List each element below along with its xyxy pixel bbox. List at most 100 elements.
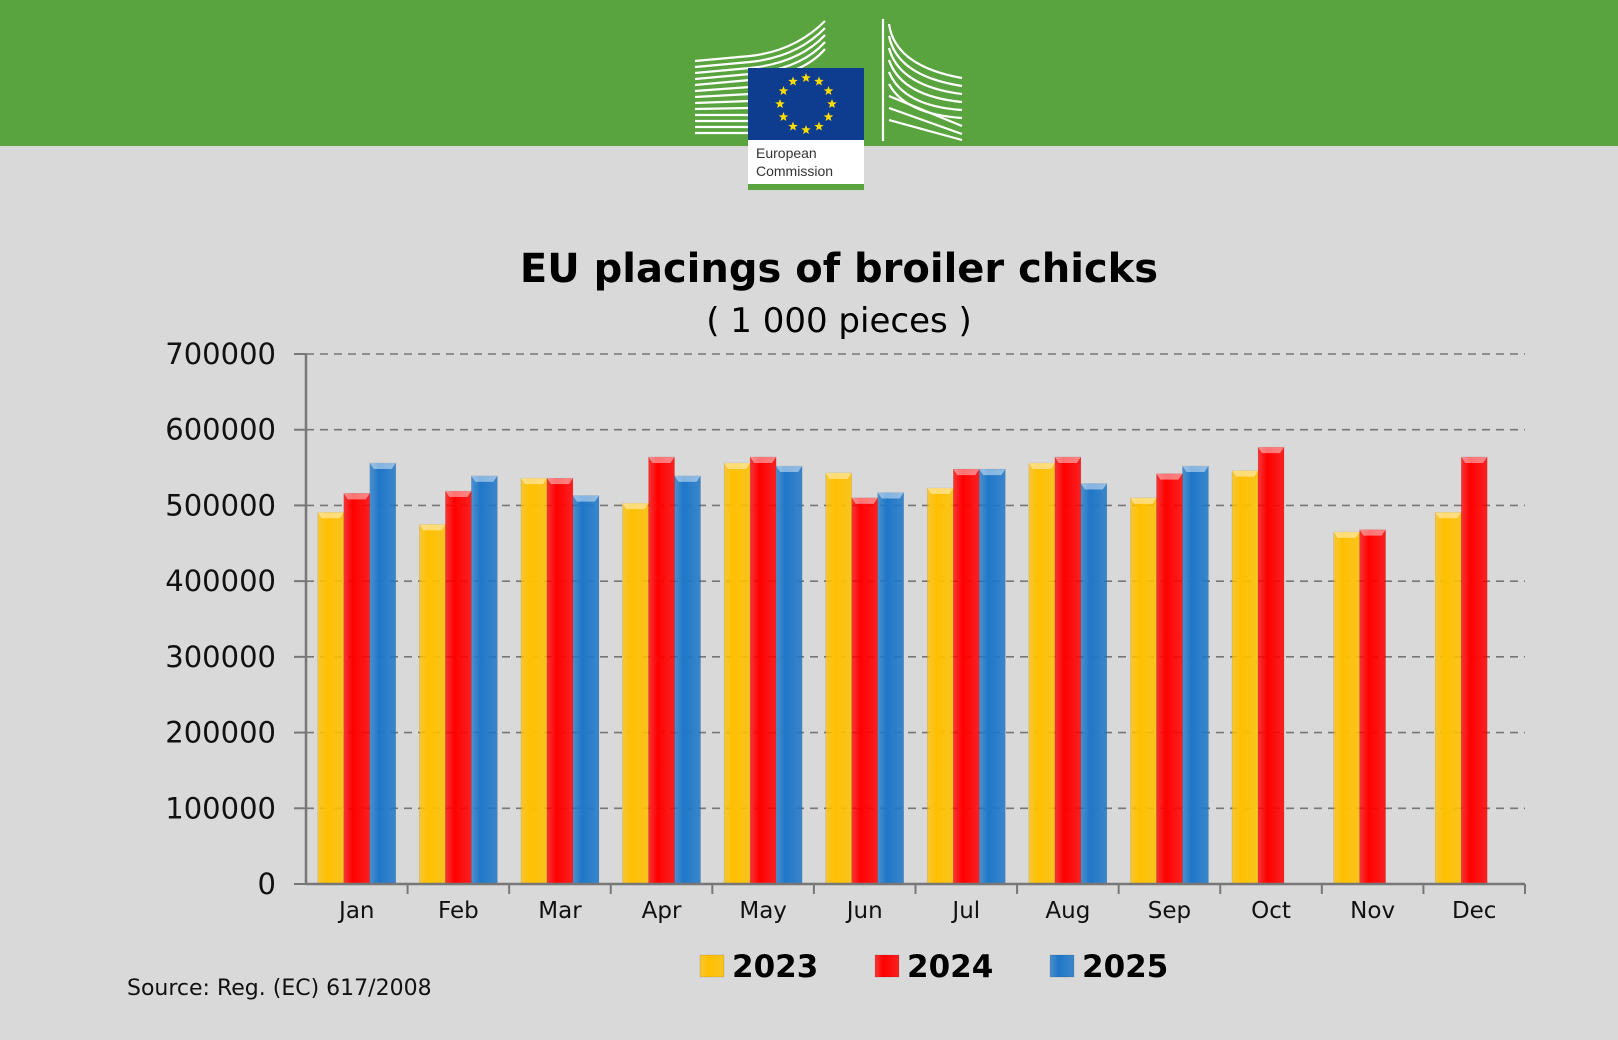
x-tick-label: Mar — [538, 898, 582, 924]
bar-top-highlight — [1333, 531, 1360, 538]
bar-2025-Mar — [572, 495, 600, 885]
bar-2023-Jul — [927, 487, 954, 885]
chart-subtitle: ( 1 000 pieces ) — [706, 301, 972, 341]
chart-title: EU placings of broiler chicks — [520, 246, 1158, 292]
bar-2025-May — [775, 465, 803, 885]
bar-2023-Nov — [1333, 531, 1360, 885]
bar-2023-Apr — [622, 502, 649, 885]
bar-top-highlight — [1028, 463, 1055, 470]
bar-top-highlight — [520, 478, 547, 485]
eu-star-icon — [788, 121, 798, 131]
bar-2023-Oct — [1231, 470, 1259, 885]
bar-2024-Jan — [343, 493, 371, 885]
bars — [317, 446, 1488, 885]
bar-2024-Jun — [851, 497, 878, 885]
bar-top-highlight — [1182, 466, 1209, 473]
x-tick-label: Aug — [1045, 898, 1090, 924]
bar-2025-Feb — [471, 475, 498, 885]
bar-top-highlight — [471, 475, 498, 482]
eu-star-icon — [775, 99, 785, 109]
x-tick-label: Apr — [642, 898, 682, 924]
eu-star-icon — [801, 73, 811, 83]
bar-2023-Mar — [520, 477, 548, 885]
eu-star-icon — [814, 121, 824, 131]
logo-green-bar — [748, 184, 864, 190]
bar-2025-Jan — [369, 462, 397, 885]
bar-2023-May — [723, 462, 751, 885]
eu-stars-icon — [775, 73, 837, 135]
legend-label-2025: 2025 — [1082, 949, 1168, 985]
bar-top-highlight — [546, 478, 573, 485]
bar-top-highlight — [419, 524, 446, 531]
bar-2024-Nov — [1359, 529, 1386, 885]
y-tick-label: 700000 — [165, 337, 276, 371]
bar-top-highlight — [1156, 473, 1183, 480]
bar-2024-Feb — [445, 490, 472, 885]
bar-top-highlight — [776, 466, 803, 473]
logo-right-stripes — [881, 19, 963, 142]
bar-2024-Sep — [1156, 473, 1183, 885]
bar-top-highlight — [622, 503, 649, 510]
y-tick-label: 600000 — [165, 413, 276, 447]
bar-top-highlight — [572, 495, 599, 502]
bar-2024-May — [749, 456, 777, 885]
bar-top-highlight — [674, 475, 701, 482]
source-note: Source: Reg. (EC) 617/2008 — [127, 976, 432, 1001]
eu-star-icon — [823, 86, 834, 96]
y-tick-label: 0 — [258, 867, 276, 901]
eu-star-icon — [778, 86, 789, 96]
grid-lines — [306, 353, 1525, 810]
bar-top-highlight — [1080, 483, 1107, 490]
x-axis-ticks: Jan Feb Mar Apr May Jun Jul Aug Sep Oct Nov Dec — [337, 884, 1526, 924]
logo-graphic: European Commission — [694, 19, 963, 190]
bar-2025-Sep — [1182, 465, 1209, 885]
bar-2025-Jun — [877, 492, 904, 885]
bar-top-highlight — [648, 456, 675, 463]
y-tick-label: 400000 — [165, 564, 276, 598]
bar-2023-Feb — [419, 524, 446, 885]
logo-text-line2: Commission — [756, 163, 833, 179]
bar-top-highlight — [979, 469, 1006, 476]
bar-top-highlight — [317, 512, 344, 519]
bar-2024-Apr — [648, 456, 675, 885]
bar-2024-Dec — [1460, 456, 1488, 885]
bar-2025-Aug — [1080, 483, 1108, 885]
logo-text-line1: European — [756, 145, 817, 161]
y-tick-label: 500000 — [165, 488, 276, 522]
bar-top-highlight — [1232, 470, 1259, 477]
x-tick-label: Jun — [845, 898, 883, 924]
eu-star-icon — [778, 112, 789, 122]
x-tick-label: Dec — [1452, 898, 1497, 924]
bar-2024-Jul — [953, 468, 980, 885]
bar-top-highlight — [1130, 497, 1157, 504]
eu-star-icon — [814, 76, 824, 86]
legend-swatch-2024 — [874, 954, 900, 978]
y-tick-label: 200000 — [165, 716, 276, 750]
bar-top-highlight — [445, 491, 472, 498]
y-axis-ticks: 0 100000 200000 300000 400000 500000 600000 700… — [165, 337, 306, 901]
bar-2025-Jul — [979, 468, 1006, 885]
european-commission-logo: European Commission — [690, 16, 970, 194]
y-tick-label: 300000 — [165, 640, 276, 674]
bar-top-highlight — [750, 456, 777, 463]
bar-top-highlight — [1359, 529, 1386, 536]
bar-top-highlight — [851, 497, 878, 504]
bar-top-highlight — [953, 469, 980, 476]
bar-2024-Oct — [1257, 446, 1285, 885]
legend-label-2023: 2023 — [732, 949, 818, 985]
bar-top-highlight — [1461, 456, 1488, 463]
bar-2025-Apr — [674, 475, 701, 885]
bar-top-highlight — [724, 463, 751, 470]
eu-star-icon — [801, 125, 811, 135]
bar-top-highlight — [1435, 512, 1462, 519]
bar-2023-Jun — [825, 472, 852, 885]
eu-star-icon — [788, 76, 798, 86]
eu-star-icon — [827, 99, 837, 109]
bar-top-highlight — [877, 492, 904, 499]
bar-top-highlight — [343, 493, 370, 500]
x-tick-label: Sep — [1148, 898, 1191, 924]
legend-label-2024: 2024 — [907, 949, 993, 985]
x-tick-label: May — [739, 898, 787, 924]
bar-2024-Aug — [1054, 456, 1082, 885]
